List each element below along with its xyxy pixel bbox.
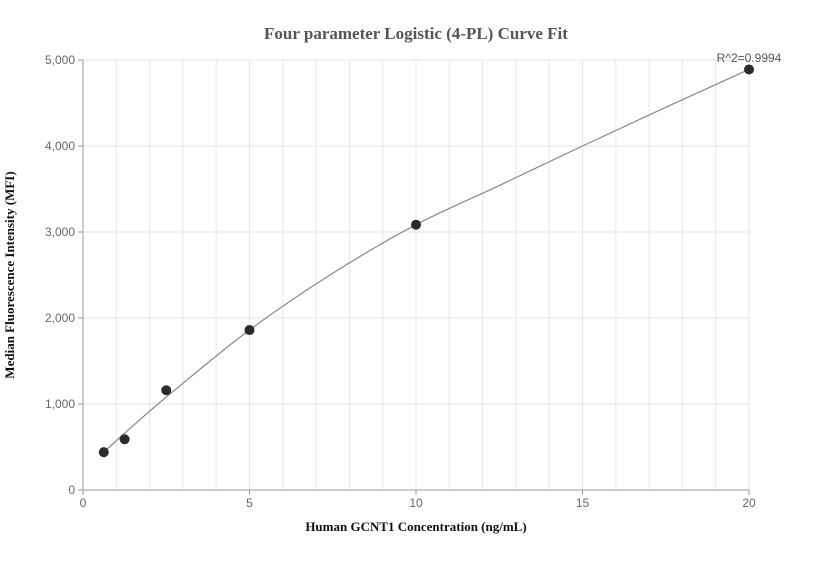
y-tick-label: 2,000 [45,311,75,325]
y-axis-label: Median Fluorescence Intensity (MFI) [2,171,17,378]
data-point [161,385,172,396]
axis-layer: 0 1,000 2,000 3,000 4,000 5,000 0 5 10 15 20 [45,53,756,510]
data-point [244,325,255,336]
data-point [411,219,421,230]
y-tick-label: 1,000 [45,397,75,411]
x-tick-label: 15 [576,496,590,510]
point-layer [98,64,754,458]
y-tick-label: 0 [68,483,75,497]
y-tick-label: 4,000 [45,139,75,153]
data-point [119,434,130,445]
x-tick-label: 10 [409,496,423,510]
grid-layer [83,59,750,490]
chart-title: Four parameter Logistic (4-PL) Curve Fit [264,24,568,43]
curve-layer [103,68,750,453]
x-axis-label: Human GCNT1 Concentration (ng/mL) [305,519,526,534]
data-point [744,64,754,75]
r-squared-annotation: R^2=0.9994 [717,51,782,65]
data-point [98,447,109,458]
x-tick-label: 5 [246,496,253,510]
x-tick-label: 0 [80,496,87,510]
fit-curve-line [103,68,750,453]
y-tick-label: 3,000 [45,225,75,239]
x-tick-label: 20 [742,496,756,510]
y-tick-label: 5,000 [45,53,75,67]
